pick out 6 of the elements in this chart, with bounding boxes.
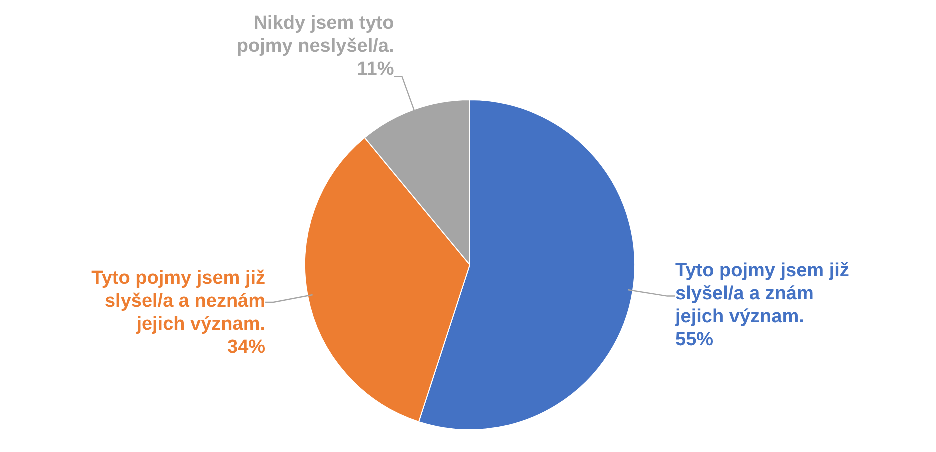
slice-label: Nikdy jsem tyto pojmy neslyšel/a. <box>236 12 394 57</box>
data-label: 55% <box>676 329 714 350</box>
data-label: 11% <box>357 58 394 80</box>
slice-label: Tyto pojmy jsem již slyšel/a a neznám jejich význam. <box>92 268 266 336</box>
data-label: 34% <box>228 337 266 358</box>
slice-label: Tyto pojmy jsem již slyšel/a a znám jejich význam. <box>674 260 850 328</box>
